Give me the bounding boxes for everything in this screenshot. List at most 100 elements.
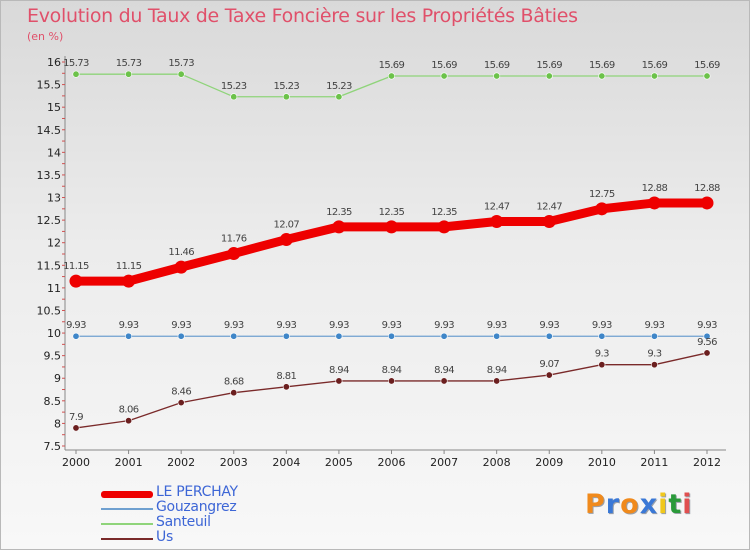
data-point-gouzangrez (230, 332, 238, 340)
data-label-us: 9.3 (595, 349, 609, 360)
data-point-santeuil (72, 70, 80, 78)
data-point-us (545, 371, 553, 379)
data-label-gouzangrez: 9.93 (592, 320, 612, 331)
data-point-santeuil (650, 72, 658, 80)
data-label-santeuil: 15.73 (168, 58, 194, 69)
data-point-santeuil (125, 70, 133, 78)
data-point-gouzangrez (493, 332, 501, 340)
legend-swatch-le-perchay (101, 491, 153, 498)
axes (62, 56, 726, 451)
proxiti-logo: Proxiti (585, 489, 693, 520)
data-label-gouzangrez: 9.93 (224, 320, 244, 331)
x-tick-label: 2009 (535, 456, 563, 469)
x-axis-ticks: 2000 2001 2002 2003 2004 2005 2006 2007 2008 2009… (62, 450, 721, 469)
data-label-us: 8.46 (171, 387, 191, 398)
y-tick-label: 13 (47, 192, 61, 205)
logo-letter: i (658, 489, 669, 520)
y-tick-label: 14 (47, 146, 61, 159)
data-point-le-perchay (122, 274, 136, 288)
y-tick-label: 8.5 (44, 395, 62, 408)
x-tick-label: 2002 (167, 456, 195, 469)
data-point-gouzangrez (125, 332, 133, 340)
data-point-gouzangrez (440, 332, 448, 340)
y-tick-label: 12.5 (37, 214, 62, 227)
data-point-us (72, 424, 80, 432)
data-point-santeuil (282, 93, 290, 101)
data-label-santeuil: 15.23 (326, 81, 352, 92)
data-point-santeuil (177, 70, 185, 78)
x-tick-label: 2011 (640, 456, 668, 469)
data-point-gouzangrez (387, 332, 395, 340)
data-label-us: 8.94 (434, 365, 454, 376)
data-label-gouzangrez: 9.93 (119, 320, 139, 331)
data-point-us (650, 361, 658, 369)
data-label-gouzangrez: 9.93 (276, 320, 296, 331)
data-point-gouzangrez (598, 332, 606, 340)
data-label-us: 9.07 (539, 359, 559, 370)
data-label-gouzangrez: 9.93 (539, 320, 559, 331)
data-point-le-perchay (647, 196, 661, 210)
data-point-le-perchay (279, 233, 293, 247)
y-tick-label: 16 (47, 56, 61, 69)
data-point-santeuil (440, 72, 448, 80)
data-point-santeuil (598, 72, 606, 80)
data-label-santeuil: 15.69 (484, 60, 510, 71)
data-point-gouzangrez (335, 332, 343, 340)
logo-letter: P (585, 489, 606, 520)
data-label-us: 8.81 (276, 371, 296, 382)
x-tick-label: 2007 (430, 456, 458, 469)
y-tick-label: 7.5 (44, 440, 62, 453)
data-label-santeuil: 15.69 (589, 60, 615, 71)
data-label-gouzangrez: 9.93 (697, 320, 717, 331)
data-label-santeuil: 15.23 (274, 81, 300, 92)
x-tick-label: 2005 (325, 456, 353, 469)
logo-letter: o (620, 489, 640, 520)
x-tick-label: 2008 (483, 456, 511, 469)
data-point-le-perchay (332, 220, 346, 234)
y-tick-label: 12 (47, 237, 61, 250)
data-label-le-perchay: 12.35 (431, 207, 457, 218)
data-point-le-perchay (490, 214, 504, 228)
data-label-santeuil: 15.73 (63, 58, 89, 69)
data-label-gouzangrez: 9.93 (329, 320, 349, 331)
x-tick-label: 2006 (378, 456, 406, 469)
data-point-us (335, 377, 343, 385)
data-label-santeuil: 15.69 (536, 60, 562, 71)
data-point-santeuil (230, 93, 238, 101)
logo-letter: r (605, 489, 621, 520)
y-tick-label: 11 (47, 282, 61, 295)
unit-label: (en %) (27, 30, 64, 43)
x-tick-label: 2010 (588, 456, 616, 469)
x-tick-label: 2004 (272, 456, 300, 469)
data-label-le-perchay: 11.15 (116, 261, 142, 272)
y-tick-label: 10.5 (37, 304, 62, 317)
data-point-santeuil (545, 72, 553, 80)
data-point-le-perchay (227, 247, 241, 261)
data-label-us: 8.68 (224, 377, 244, 388)
data-label-us: 8.94 (382, 365, 402, 376)
y-tick-label: 10 (47, 327, 61, 340)
data-label-us: 8.94 (329, 365, 349, 376)
data-point-gouzangrez (545, 332, 553, 340)
legend-label-le-perchay: LE PERCHAY (156, 484, 238, 500)
data-label-santeuil: 15.23 (221, 81, 247, 92)
data-point-us (125, 417, 133, 425)
y-tick-label: 14.5 (37, 124, 62, 137)
data-point-gouzangrez (72, 332, 80, 340)
legend-swatch-santeuil (101, 523, 153, 525)
data-point-gouzangrez (703, 332, 711, 340)
data-label-us: 7.9 (69, 412, 83, 423)
data-label-santeuil: 15.69 (431, 60, 457, 71)
data-label-santeuil: 15.73 (116, 58, 142, 69)
data-point-le-perchay (700, 196, 714, 210)
series-layer (69, 70, 714, 432)
data-label-le-perchay: 12.35 (379, 207, 405, 218)
data-point-gouzangrez (177, 332, 185, 340)
x-tick-label: 2000 (62, 456, 90, 469)
legend-swatch-us (101, 538, 153, 540)
data-point-us (387, 377, 395, 385)
data-point-le-perchay (437, 220, 451, 234)
data-label-gouzangrez: 9.93 (644, 320, 664, 331)
